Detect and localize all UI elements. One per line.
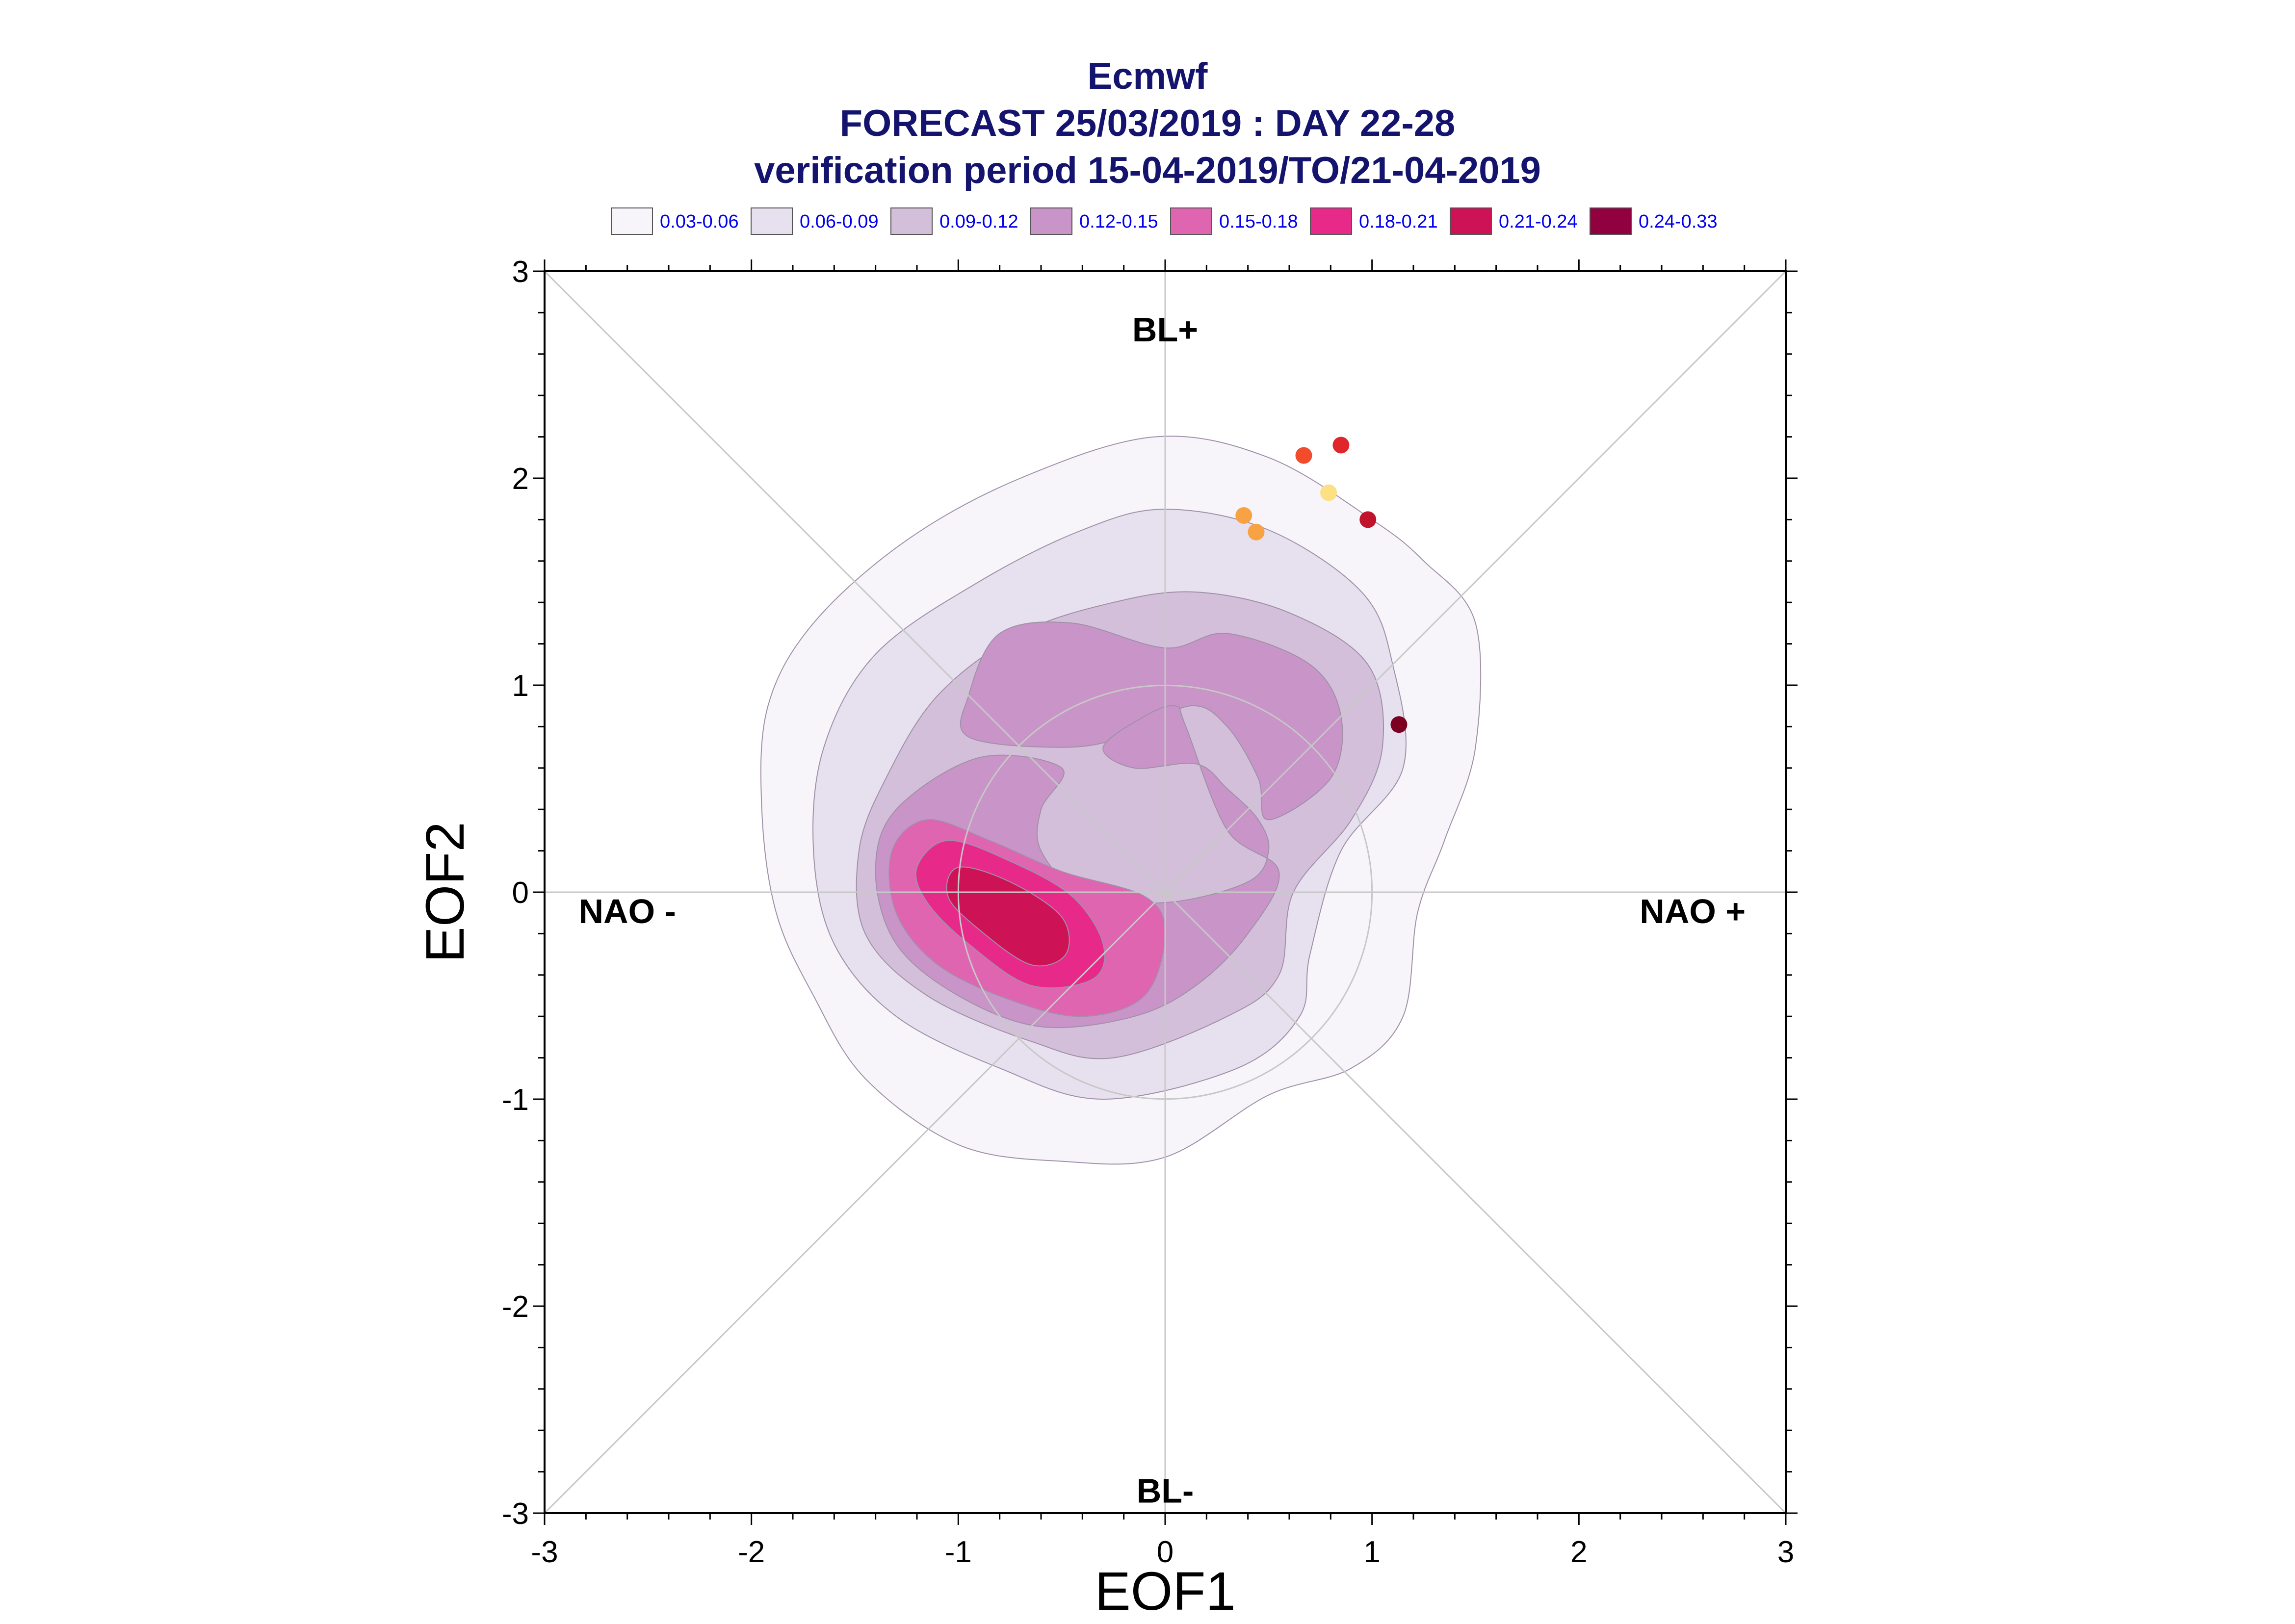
legend-label: 0.03-0.06 xyxy=(660,211,739,232)
legend-label: 0.21-0.24 xyxy=(1499,211,1578,232)
regime-label: NAO - xyxy=(579,892,676,930)
legend-swatch xyxy=(1450,207,1492,235)
unit-circle xyxy=(957,684,1373,1100)
member-point-5 xyxy=(1359,511,1377,528)
regime-label: BL+ xyxy=(1132,310,1198,349)
x-tick-label: 1 xyxy=(1363,1535,1380,1569)
chart-verification-period: verification period 15-04-2019/TO/21-04-… xyxy=(754,150,1541,191)
legend-label: 0.06-0.09 xyxy=(800,211,879,232)
legend-swatch xyxy=(1170,207,1212,235)
y-tick-label: -2 xyxy=(502,1290,529,1324)
regime-label: BL- xyxy=(1137,1472,1194,1510)
y-tick-label: 2 xyxy=(512,462,529,496)
member-point-0 xyxy=(1295,447,1312,464)
y-tick-label: 1 xyxy=(512,669,529,703)
y-tick-label: -3 xyxy=(502,1497,529,1531)
y-tick-label: 0 xyxy=(512,876,529,910)
legend-item: 0.21-0.24 xyxy=(1450,207,1590,237)
legend-item: 0.03-0.06 xyxy=(611,207,751,237)
x-tick-label: -1 xyxy=(945,1535,972,1569)
member-point-4 xyxy=(1248,523,1265,541)
legend-label: 0.12-0.15 xyxy=(1079,211,1158,232)
regime-label: NAO + xyxy=(1640,892,1746,930)
legend-label: 0.15-0.18 xyxy=(1219,211,1298,232)
legend-label: 0.18-0.21 xyxy=(1359,211,1438,232)
y-tick-label: 3 xyxy=(512,255,529,289)
legend-swatch xyxy=(611,207,653,235)
member-point-6 xyxy=(1390,716,1408,733)
legend-item: 0.18-0.21 xyxy=(1310,207,1450,237)
legend-swatch xyxy=(890,207,933,235)
legend-item: 0.06-0.09 xyxy=(751,207,890,237)
x-tick-label: 2 xyxy=(1570,1535,1587,1569)
x-tick-label: 0 xyxy=(1157,1535,1174,1569)
legend-swatch xyxy=(751,207,793,235)
chart-title: Ecmwf xyxy=(1087,55,1208,97)
legend-swatch xyxy=(1030,207,1072,235)
legend-item: 0.12-0.15 xyxy=(1030,207,1170,237)
member-point-2 xyxy=(1320,484,1337,501)
legend-swatch xyxy=(1310,207,1352,235)
y-tick-label: -1 xyxy=(502,1083,529,1117)
legend-label: 0.09-0.12 xyxy=(939,211,1018,232)
chart-subtitle: FORECAST 25/03/2019 : DAY 22-28 xyxy=(839,103,1456,144)
member-point-1 xyxy=(1332,437,1350,454)
legend-item: 0.09-0.12 xyxy=(890,207,1030,237)
legend-item: 0.24-0.33 xyxy=(1590,207,1747,237)
x-tick-label: -2 xyxy=(738,1535,765,1569)
legend-swatch xyxy=(1590,207,1632,235)
x-axis-label: EOF1 xyxy=(1095,1561,1235,1622)
x-tick-label: -3 xyxy=(531,1535,558,1569)
legend-label: 0.24-0.33 xyxy=(1639,211,1718,232)
member-point-3 xyxy=(1235,507,1252,524)
x-tick-label: 3 xyxy=(1777,1535,1794,1569)
legend-item: 0.15-0.18 xyxy=(1170,207,1310,237)
y-axis-label: EOF2 xyxy=(415,822,475,962)
